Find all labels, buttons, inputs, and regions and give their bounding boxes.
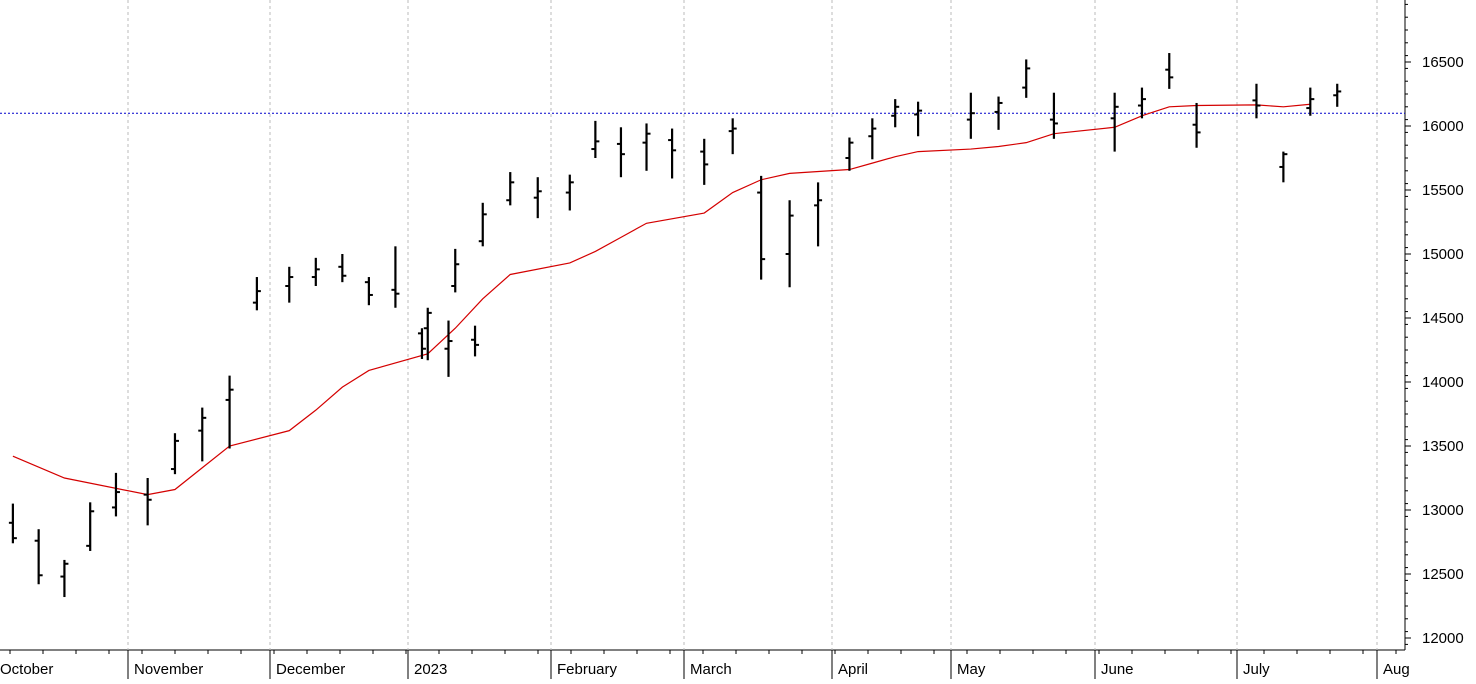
- x-tick-label: July: [1243, 661, 1270, 678]
- x-tick-label: December: [276, 661, 345, 678]
- y-tick-label: 16500: [1422, 54, 1464, 71]
- plot-area: [0, 0, 1405, 650]
- x-tick-label: October: [0, 661, 53, 678]
- y-tick-label: 15500: [1422, 182, 1464, 199]
- y-tick-label: 14000: [1422, 374, 1464, 391]
- y-tick-label: 12000: [1422, 630, 1464, 647]
- x-tick-label: Aug: [1383, 661, 1410, 678]
- x-tick-label: 2023: [414, 661, 447, 678]
- x-tick-label: February: [557, 661, 618, 678]
- x-tick-label: March: [690, 661, 732, 678]
- x-tick-label: May: [957, 661, 986, 678]
- y-tick-label: 13000: [1422, 502, 1464, 519]
- x-tick-label: June: [1101, 661, 1134, 678]
- y-tick-label: 13500: [1422, 438, 1464, 455]
- x-tick-label: April: [838, 661, 868, 678]
- x-tick-label: November: [134, 661, 203, 678]
- y-tick-label: 15000: [1422, 246, 1464, 263]
- y-tick-label: 16000: [1422, 118, 1464, 135]
- y-tick-label: 14500: [1422, 310, 1464, 327]
- y-tick-label: 12500: [1422, 566, 1464, 583]
